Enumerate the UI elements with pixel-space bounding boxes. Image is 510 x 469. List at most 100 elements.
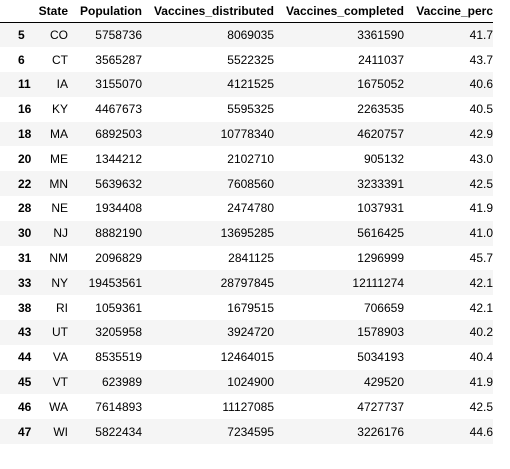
table-row: 16 KY 4467673 5595325 2263535 40.5 <box>0 96 493 122</box>
vaccine-perc-cell: 45.7 <box>469 251 493 266</box>
population-cell: 3205958 <box>95 325 142 340</box>
vaccines-distributed-cell: 11127085 <box>222 399 274 414</box>
row-index-cell: 46 <box>18 399 32 414</box>
population-cell: 623989 <box>101 375 142 390</box>
state-cell: NY <box>51 275 68 290</box>
vaccine-perc-cell: 44.6 <box>469 424 493 439</box>
state-cell: ME <box>50 151 68 166</box>
table-row: 11 IA 3155070 4121525 1675052 40.6 <box>0 72 493 97</box>
row-index-cell: 31 <box>18 251 32 266</box>
row-index-cell: 20 <box>18 151 32 166</box>
vaccines-distributed-cell: 2474780 <box>227 201 274 216</box>
population-cell: 8535519 <box>95 350 142 365</box>
vaccines-completed-cell: 4620757 <box>357 127 404 142</box>
vaccines-distributed-cell: 8069035 <box>227 28 274 43</box>
table-row: 5 CO 5758736 8069035 3361590 41.7 <box>0 22 493 48</box>
vaccines-completed-cell: 4727737 <box>357 399 404 414</box>
vaccine-perc-cell: 42.1 <box>469 300 493 315</box>
state-cell: CO <box>50 28 68 43</box>
table-row: 28 NE 1934408 2474780 1037931 41.9 <box>0 196 493 221</box>
population-cell: 1344212 <box>95 151 142 166</box>
population-cell: 3155070 <box>95 77 142 92</box>
state-cell: IA <box>56 77 68 92</box>
header-row: State Population Vaccines_distributed Va… <box>0 0 493 23</box>
header-state: State <box>37 0 68 23</box>
table-row: 31 NM 2096829 2841125 1296999 45.7 <box>0 245 493 271</box>
row-index-cell: 11 <box>18 77 31 92</box>
state-cell: RI <box>56 300 68 315</box>
vaccine-perc-cell: 42.5 <box>469 176 493 191</box>
vaccines-distributed-cell: 2841125 <box>228 251 274 266</box>
vaccine-perc-cell: 42.1 <box>469 275 493 290</box>
row-index-cell: 16 <box>18 102 32 117</box>
vaccines-distributed-cell: 12464015 <box>220 350 274 365</box>
table-row: 22 MN 5639632 7608560 3233391 42.5 <box>0 171 493 197</box>
vaccines-distributed-cell: 1679515 <box>227 300 274 315</box>
vaccine-perc-cell: 40.2 <box>469 325 493 340</box>
state-cell: NM <box>49 251 68 266</box>
population-cell: 6892503 <box>95 127 142 142</box>
row-index-cell: 30 <box>18 226 32 241</box>
vaccines-completed-cell: 1578903 <box>357 325 404 340</box>
state-cell: UT <box>52 325 68 340</box>
header-population: Population <box>68 0 142 23</box>
vaccines-completed-cell: 5616425 <box>357 226 404 241</box>
vaccines-completed-cell: 429520 <box>363 375 404 390</box>
table-row: 45 VT 623989 1024900 429520 41.9 <box>0 369 493 395</box>
vaccines-completed-cell: 2263535 <box>357 102 404 117</box>
header-index <box>0 0 37 23</box>
vaccines-completed-cell: 3361590 <box>357 28 404 43</box>
row-index-cell: 6 <box>18 52 25 67</box>
vaccines-completed-cell: 1037931 <box>357 201 404 216</box>
table-row: 18 MA 6892503 10778340 4620757 42.9 <box>0 121 493 147</box>
vaccines-completed-cell: 12111274 <box>352 275 404 290</box>
population-cell: 8882190 <box>95 226 142 241</box>
vaccines-distributed-cell: 7234595 <box>227 424 274 439</box>
row-index-cell: 47 <box>18 424 32 439</box>
state-cell: MN <box>49 176 68 191</box>
vaccines-distributed-cell: 10778340 <box>220 127 274 142</box>
population-cell: 4467673 <box>95 102 142 117</box>
table-row: 46 WA 7614893 11127085 4727737 42.5 <box>0 394 493 420</box>
state-cell: VA <box>52 350 68 365</box>
table-row: 47 WI 5822434 7234595 3226176 44.6 <box>0 419 493 445</box>
vaccine-perc-cell: 41.9 <box>469 201 493 216</box>
vaccines-completed-cell: 3233391 <box>357 176 404 191</box>
vaccines-completed-cell: 5034193 <box>357 350 404 365</box>
vaccines-distributed-cell: 7608560 <box>227 176 274 191</box>
population-cell: 1934408 <box>95 201 142 216</box>
row-index-cell: 22 <box>18 176 32 191</box>
population-cell: 2096829 <box>95 251 142 266</box>
vaccine-perc-cell: 42.5 <box>469 399 493 414</box>
row-index-cell: 38 <box>18 300 32 315</box>
table-row: 44 VA 8535519 12464015 5034193 40.4 <box>0 344 493 370</box>
row-index-cell: 33 <box>18 275 32 290</box>
vaccine-perc-cell: 40.6 <box>469 77 493 92</box>
vaccines-distributed-cell: 4121525 <box>227 77 274 92</box>
vaccine-perc-cell: 42.9 <box>469 127 493 142</box>
vaccines-distributed-cell: 28797845 <box>220 275 274 290</box>
state-cell: WI <box>53 424 68 439</box>
vaccines-distributed-cell: 2102710 <box>227 151 274 166</box>
table-row: 33 NY 19453561 28797845 12111274 42.1 <box>0 270 493 296</box>
vaccines-distributed-cell: 5522325 <box>227 52 274 67</box>
state-cell: CT <box>52 52 68 67</box>
header-vaccines-completed: Vaccines_completed <box>274 0 404 23</box>
vaccines-distributed-cell: 5595325 <box>227 102 274 117</box>
state-cell: NJ <box>53 226 68 241</box>
table-body: 5 CO 5758736 8069035 3361590 41.7 6 CT 3565287 55… <box>0 22 493 445</box>
population-cell: 19453561 <box>88 275 142 290</box>
state-cell: NE <box>51 201 68 216</box>
vaccines-completed-cell: 1296999 <box>357 251 404 266</box>
table-header: State Population Vaccines_distributed Va… <box>0 0 493 23</box>
population-cell: 5639632 <box>95 176 142 191</box>
vaccines-distributed-cell: 13695285 <box>220 226 274 241</box>
vaccine-perc-cell: 40.4 <box>469 350 493 365</box>
table-row: 20 ME 1344212 2102710 905132 43.0 <box>0 146 493 172</box>
state-cell: KY <box>51 102 68 117</box>
table-row: 30 NJ 8882190 13695285 5616425 41.0 <box>0 220 493 246</box>
row-index-cell: 5 <box>18 28 25 43</box>
table-row: 6 CT 3565287 5522325 2411037 43.7 <box>0 47 493 73</box>
row-index-cell: 45 <box>18 375 32 390</box>
vaccines-completed-cell: 706659 <box>363 300 404 315</box>
